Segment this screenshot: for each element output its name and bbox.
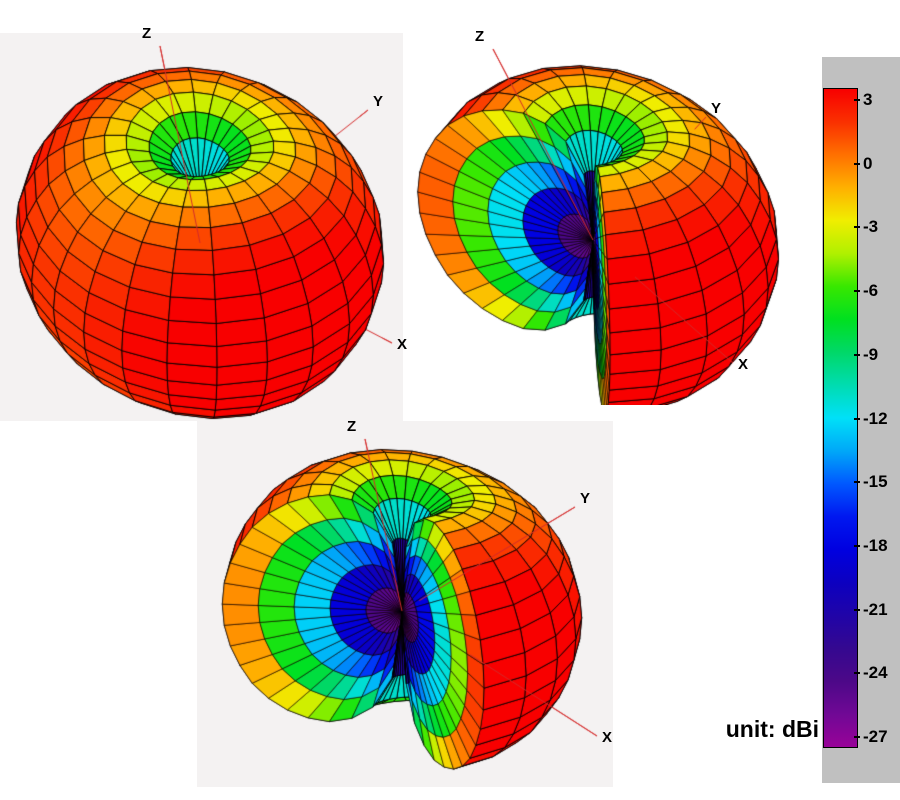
colorbar-tick-label: -27 (863, 727, 888, 746)
z-axis-label: Z (475, 28, 485, 45)
colorbar-tick-mark (854, 417, 860, 420)
colorbar-tick-mark (854, 672, 860, 675)
colorbar-tick-mark (854, 608, 860, 611)
x-axis-label: X (738, 356, 749, 373)
unit-label: unit: dBi (725, 716, 819, 742)
z-axis-label: Z (142, 25, 152, 42)
colorbar-tick-mark (854, 481, 860, 484)
colorbar-tick-mark (854, 226, 860, 229)
colorbar-tick-label: -18 (863, 535, 888, 555)
colorbar-tick-mark (854, 353, 860, 356)
colorbar-tick-label: 3 (863, 90, 873, 109)
z-axis-label: Z (347, 418, 357, 435)
full-pattern-canvas (0, 33, 403, 421)
cutaway-pattern-1-canvas (398, 35, 798, 405)
colorbar-tick-mark (854, 99, 860, 101)
colorbar-tick-mark (854, 544, 860, 547)
colorbar-tick-label: -3 (863, 217, 879, 237)
colorbar-tick-label: 0 (863, 153, 873, 173)
colorbar-tick-label: -12 (863, 408, 888, 428)
colorbar-tick-label: -6 (863, 281, 879, 301)
x-axis-label: X (397, 336, 408, 353)
colorbar-tick-label: -9 (863, 344, 879, 364)
colorbar-tick-label: -15 (863, 472, 888, 492)
y-axis-label: Y (711, 100, 722, 117)
colorbar-tick-label: -24 (863, 663, 888, 683)
y-axis-label: Y (580, 490, 591, 507)
colorbar-tick-mark (854, 162, 860, 165)
colorbar-tick-label: -21 (863, 599, 888, 619)
colorbar-tick-mark (854, 736, 860, 738)
colorbar-panel: 3 0 -3 -6 -9 -12 -15 -18 -21 -24 -27 (822, 57, 900, 783)
colorbar-gradient (823, 88, 858, 748)
y-axis-label: Y (373, 93, 384, 110)
cutaway-pattern-2-canvas (197, 421, 613, 787)
colorbar-tick-mark (854, 290, 860, 293)
x-axis-label: X (602, 729, 613, 746)
